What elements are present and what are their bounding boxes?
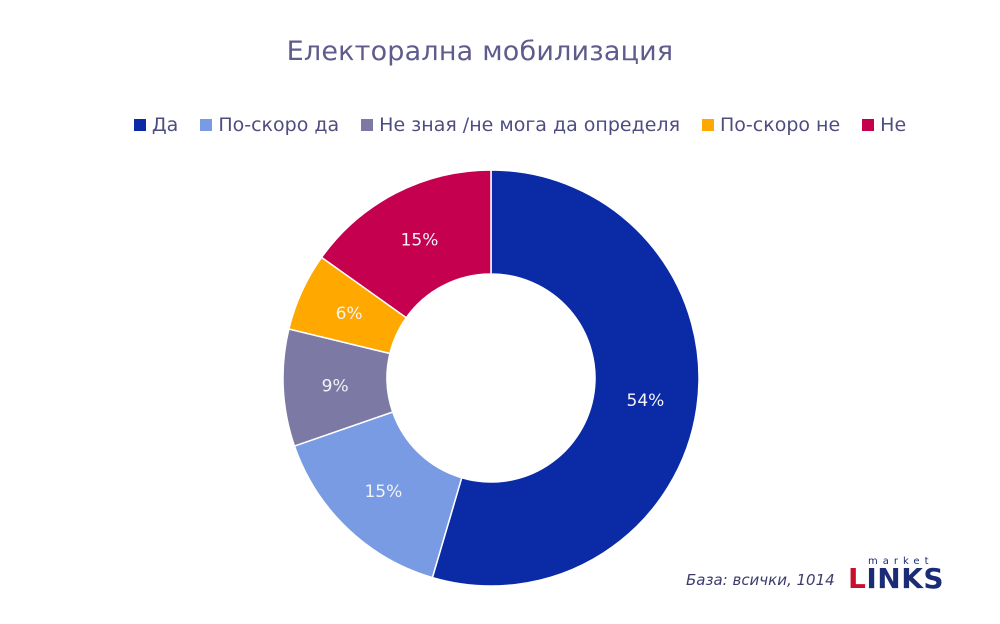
- donut-slice: [293, 411, 463, 579]
- donut-slice: [320, 169, 492, 319]
- legend-item: Не: [862, 114, 906, 136]
- logo-main-text: LINKS: [848, 562, 945, 595]
- legend-swatch: [862, 119, 875, 131]
- base-note: База: всички, 1014: [686, 571, 835, 589]
- slice-value-label: 15%: [401, 230, 439, 250]
- legend-item: По-скоро да: [200, 114, 339, 136]
- slice-value-label: 6%: [336, 304, 363, 324]
- legend-item: По-скоро не: [702, 114, 840, 136]
- slice-value-label: 9%: [322, 376, 349, 396]
- legend-label: Да: [151, 114, 179, 136]
- slice-value-label: 54%: [627, 391, 665, 411]
- legend-label: По-скоро не: [720, 114, 841, 136]
- legend-label: Не зная /не мога да определя: [379, 114, 681, 136]
- donut-slice: [431, 169, 700, 587]
- legend-swatch: [133, 119, 146, 131]
- chart-title: Електорална мобилизация: [286, 36, 674, 67]
- legend-swatch: [702, 119, 715, 131]
- legend-label: По-скоро да: [218, 114, 340, 136]
- legend-item: Да: [133, 114, 179, 136]
- market-links-logo: market LINKS: [848, 556, 958, 595]
- legend-item: Не зная /не мога да определя: [361, 114, 680, 136]
- legend-swatch: [361, 119, 374, 131]
- legend: Да По-скоро да Не зная /не мога да определ…: [0, 114, 1000, 136]
- legend-swatch: [200, 119, 213, 131]
- legend-label: Не: [880, 114, 907, 136]
- logo-small-text: market: [868, 556, 934, 567]
- slice-value-label: 15%: [364, 482, 402, 502]
